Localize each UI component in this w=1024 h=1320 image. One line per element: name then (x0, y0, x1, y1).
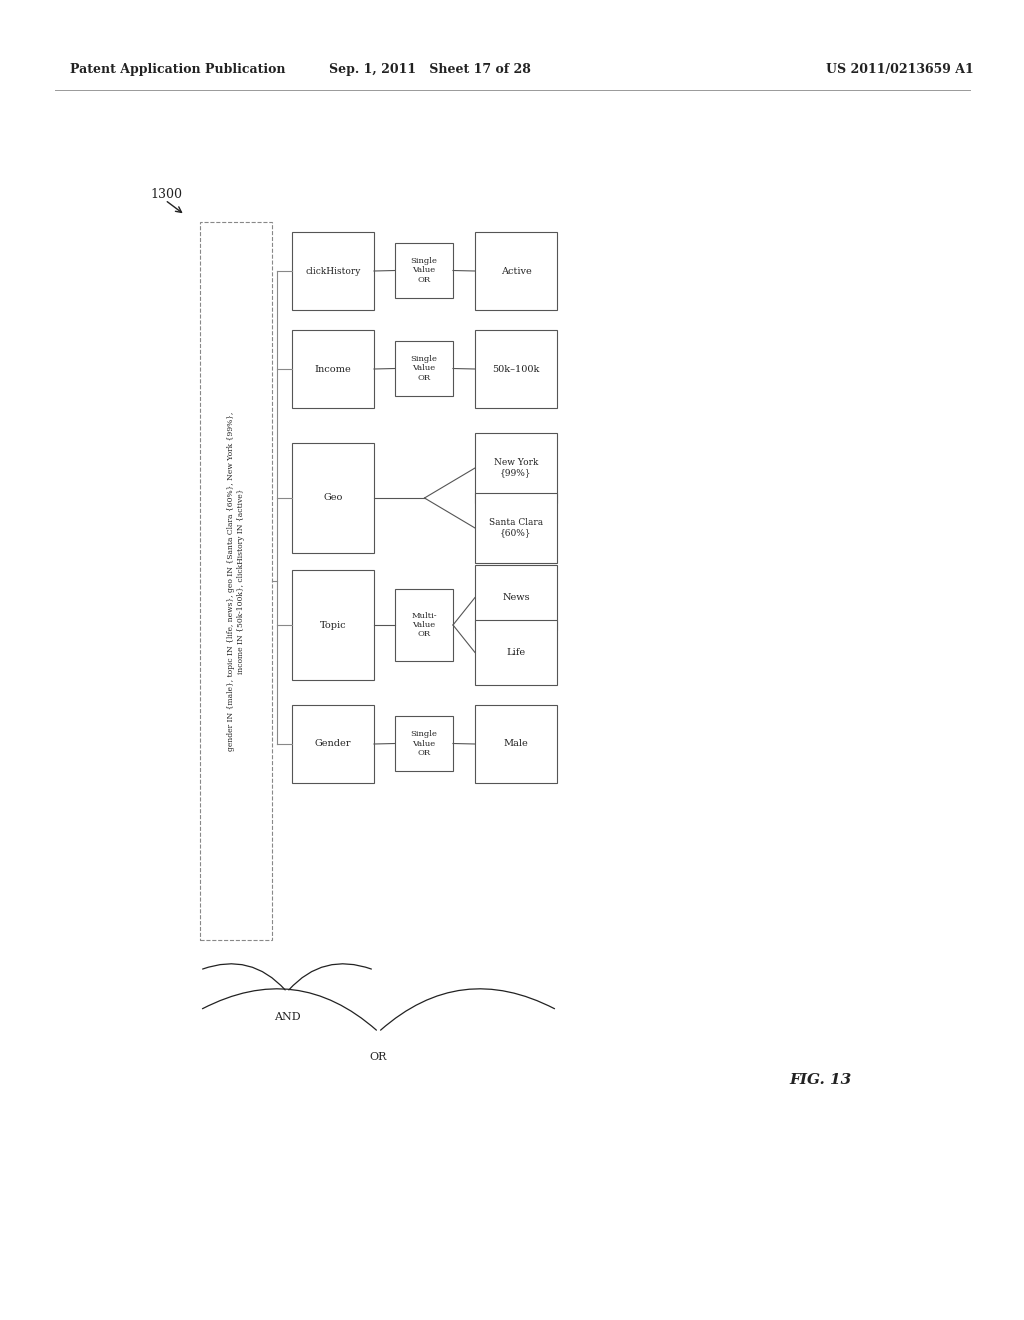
Bar (395, 243, 453, 298)
Bar (395, 341, 453, 396)
Bar (292, 705, 374, 783)
Text: clickHistory: clickHistory (305, 267, 360, 276)
Bar (292, 330, 374, 408)
Text: Sep. 1, 2011   Sheet 17 of 28: Sep. 1, 2011 Sheet 17 of 28 (329, 63, 530, 77)
Bar (475, 705, 557, 783)
Bar (475, 620, 557, 685)
Bar (475, 433, 557, 503)
Text: Male: Male (504, 739, 528, 748)
Text: New York
{99%}: New York {99%} (494, 458, 539, 478)
Text: US 2011/0213659 A1: US 2011/0213659 A1 (826, 63, 974, 77)
Text: gender IN {male}, topic IN {life, news}, geo IN {Santa Clara {60%}, New York {99: gender IN {male}, topic IN {life, news},… (227, 412, 245, 751)
Bar (292, 570, 374, 680)
Text: Single
Value
OR: Single Value OR (411, 730, 437, 756)
Bar (200, 222, 272, 940)
Text: Life: Life (507, 648, 525, 657)
Text: Income: Income (314, 364, 351, 374)
Text: Santa Clara
{60%}: Santa Clara {60%} (488, 519, 543, 537)
Text: Multi-
Value
OR: Multi- Value OR (412, 611, 437, 638)
Bar (292, 444, 374, 553)
Bar (395, 589, 453, 661)
Text: OR: OR (370, 1052, 387, 1063)
Text: 50k–100k: 50k–100k (493, 364, 540, 374)
Bar (395, 715, 453, 771)
Text: AND: AND (273, 1012, 300, 1022)
Text: Patent Application Publication: Patent Application Publication (70, 63, 286, 77)
Text: News: News (502, 593, 529, 602)
Bar (475, 232, 557, 310)
Text: Gender: Gender (314, 739, 351, 748)
Text: 1300: 1300 (150, 189, 182, 202)
Text: Active: Active (501, 267, 531, 276)
Text: FIG. 13: FIG. 13 (788, 1073, 851, 1086)
Bar (475, 492, 557, 564)
Text: Single
Value
OR: Single Value OR (411, 355, 437, 381)
Text: Single
Value
OR: Single Value OR (411, 257, 437, 284)
Bar (475, 565, 557, 630)
Bar (292, 232, 374, 310)
Text: Geo: Geo (324, 494, 343, 503)
Bar (475, 330, 557, 408)
Text: Topic: Topic (319, 620, 346, 630)
